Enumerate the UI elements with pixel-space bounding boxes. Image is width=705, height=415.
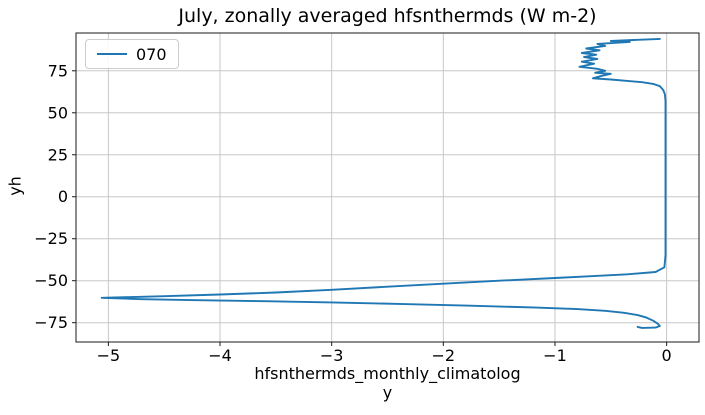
y-tick-label: 50 <box>48 103 68 122</box>
x-axis-label-line1: hfsnthermds_monthly_climatolog <box>254 364 521 383</box>
y-tick-label: 75 <box>48 61 68 80</box>
x-tick-label: 0 <box>662 346 672 365</box>
y-tick-label: −25 <box>34 229 68 248</box>
y-tick-label: 0 <box>58 187 68 206</box>
legend-line-swatch <box>97 52 127 56</box>
x-tick-label: −4 <box>208 346 232 365</box>
axes-border <box>75 32 700 343</box>
x-axis-label: hfsnthermds_monthly_climatolog y <box>76 364 699 402</box>
x-axis-label-line2: y <box>382 383 393 402</box>
x-tick-label: −1 <box>543 346 567 365</box>
series-line-070 <box>100 37 667 329</box>
x-tick-label: −5 <box>97 346 121 365</box>
chart-title: July, zonally averaged hfsnthermds (W m-… <box>178 5 597 27</box>
legend-label: 070 <box>136 44 167 64</box>
y-tick-label: 25 <box>48 145 68 164</box>
x-tick-label: −2 <box>432 346 456 365</box>
y-tick-label: −50 <box>34 271 68 290</box>
y-tick-label: −75 <box>34 313 68 332</box>
x-tick-label: −3 <box>320 346 344 365</box>
legend: 070 <box>85 39 179 69</box>
y-axis-label: yh <box>5 176 25 196</box>
